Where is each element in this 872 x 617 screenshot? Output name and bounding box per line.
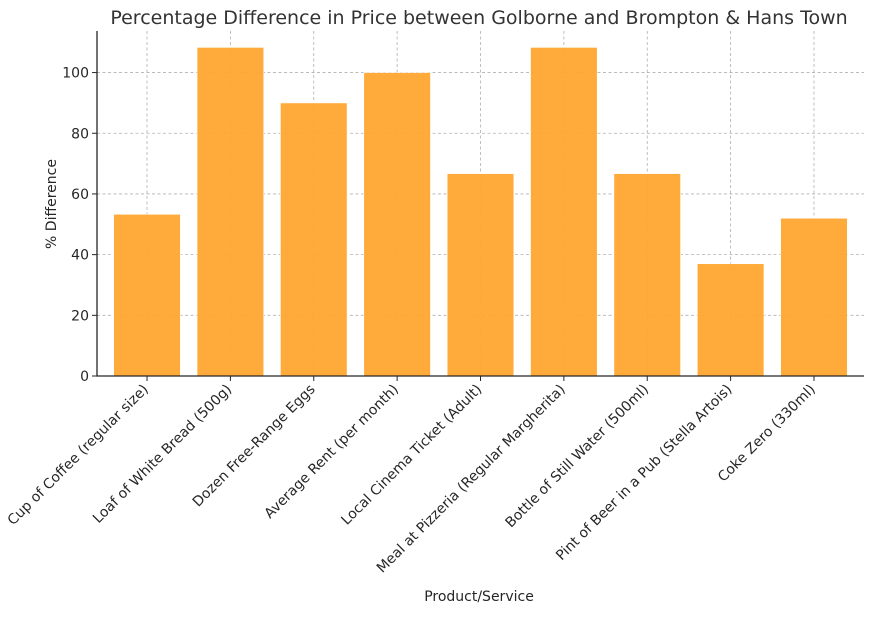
x-tick-label: Meal at Pizzeria (Regular Margherita) [374,382,569,577]
bar [446,173,515,377]
chart-title: Percentage Difference in Price between G… [110,7,847,29]
x-tick-label: Loaf of White Bread (500g) [90,382,235,527]
x-tick-label: Cup of Coffee (regular size) [5,382,152,529]
y-axis-ticks: 0 20 40 60 80 100 [62,66,97,385]
x-axis-label: Product/Service [424,589,534,605]
y-tick-label: 100 [62,66,89,82]
y-tick-label: 0 [80,369,89,385]
bars [113,47,848,377]
bar [696,263,765,377]
bar [363,72,431,377]
x-tick-label: Bottle of Still Water (500ml) [502,382,652,532]
x-axis-ticks: Cup of Coffee (regular size)Loaf of Whit… [5,376,819,576]
x-tick-label: Local Cinema Ticket (Adult) [338,382,485,529]
y-tick-label: 60 [71,187,89,203]
bar [196,47,265,377]
y-tick-label: 20 [71,308,89,324]
bar [113,213,181,377]
bar [780,217,848,377]
bar [613,173,681,377]
y-tick-label: 80 [71,126,89,142]
x-tick-label: Pint of Beer in a Pub (Stella Artois) [553,382,735,564]
y-tick-label: 40 [71,248,89,264]
bar [530,47,598,377]
x-tick-label: Average Rent (per month) [262,382,402,522]
bar [280,102,348,377]
y-axis-label: % Difference [44,159,60,249]
